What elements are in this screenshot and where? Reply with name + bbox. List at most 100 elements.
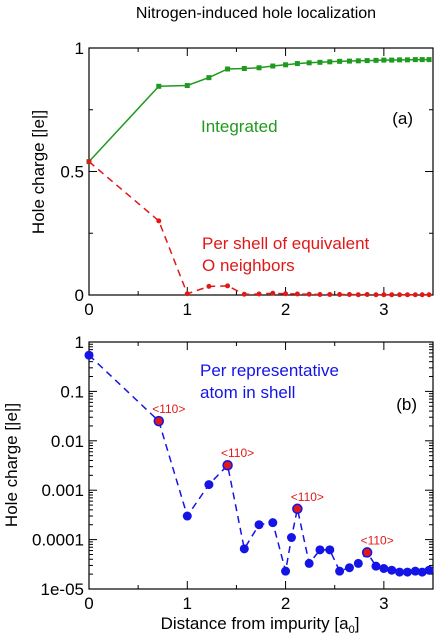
panel-b-series-0-point xyxy=(222,459,233,471)
panel-b-series-0-point xyxy=(387,565,397,575)
panel-b-x-tick-label: 0 xyxy=(84,594,93,613)
x-axis-label-close: ] xyxy=(355,614,360,633)
panel-a-series-0-line xyxy=(88,58,430,163)
panel-b-series-0-point xyxy=(353,558,363,568)
panel-a-series-1-point xyxy=(337,292,343,298)
panel-a-series-0-point xyxy=(364,58,370,64)
panel-a-series-0-point xyxy=(256,65,262,71)
figure-title: Nitrogen-induced hole localization xyxy=(136,5,376,22)
panel-a-x-tick-label: 3 xyxy=(379,300,388,319)
panel-b-series-0-point xyxy=(304,558,314,568)
legend-per-representative-line-1: Per representative xyxy=(200,361,339,380)
panel-b-x-tick-label: 2 xyxy=(281,594,290,613)
panel-a-series-0-point xyxy=(337,58,343,64)
panel-b-ylabel: Hole charge [|e|] xyxy=(2,403,21,527)
panel-a-series-1-point xyxy=(206,283,212,289)
x-axis-label-main: Distance from impurity [a xyxy=(161,614,350,633)
panel-a-series-0-point xyxy=(397,57,403,63)
panel-a-series-0-point xyxy=(225,66,231,72)
panel-a-series-1-point xyxy=(225,283,231,289)
legend-per-representative-line-2: atom in shell xyxy=(200,383,295,402)
panel-a-series-1-point xyxy=(397,292,403,298)
panel-b-series-0-point xyxy=(335,566,345,576)
panel-a-series-0-point xyxy=(156,83,162,89)
panel-b-y-tick-label: 1e-05 xyxy=(41,580,84,599)
panel-b-series-0-point xyxy=(361,547,373,558)
panel-b-series-0-point xyxy=(371,561,381,571)
panel-a-series-1-point xyxy=(355,292,361,298)
panel-a-series-1-point xyxy=(283,291,289,297)
panel-a-series xyxy=(86,57,432,298)
panel-a-series-1-point xyxy=(317,292,323,298)
panel-a-series-1-point xyxy=(346,292,352,298)
panel-b-x-tick-label: 1 xyxy=(183,594,192,613)
panel-b-series-0-point xyxy=(153,415,165,427)
panel-a-series-0-point xyxy=(184,83,190,89)
panel-b-series-0-point xyxy=(424,565,434,575)
panel-a-series-1-point xyxy=(306,291,312,297)
panel-b-series-0-point xyxy=(254,520,264,530)
panel-a-series-0-point xyxy=(306,60,312,66)
panel-a-ylabel: Hole charge [|e|] xyxy=(29,110,48,234)
panel-a-series-0-point xyxy=(412,57,418,63)
panel-b-series-0-point xyxy=(286,533,296,543)
panel-a-series-0-point xyxy=(355,58,361,64)
panel-a-series-1-point xyxy=(426,292,432,298)
panel-b-series-0-point xyxy=(292,503,303,515)
panel-b-series-0-point xyxy=(84,350,94,360)
panel-a-series-0-point xyxy=(283,62,289,68)
panel-b-series-0-point xyxy=(410,566,420,576)
panel-a-series-0-point xyxy=(404,57,410,63)
panel-b-series-0-point xyxy=(395,567,405,577)
panel-b-series-0-point xyxy=(182,511,192,521)
panel-a-series-0-point xyxy=(426,57,432,63)
panel-b-series-0-point xyxy=(281,566,291,576)
x-axis-label-subscript: 0 xyxy=(349,624,355,636)
panel-b-annotation-110: <110> xyxy=(152,402,185,416)
panel-b-y-tick-label: 0.0001 xyxy=(32,531,84,550)
panel-b-series xyxy=(84,350,434,577)
panel-a-series-0-point xyxy=(346,58,352,64)
legend-integrated-line-1: Integrated xyxy=(201,117,278,136)
panel-b-series-0-point xyxy=(402,567,412,577)
panel-a-series-1-point xyxy=(381,292,387,298)
panel-a-series-1-point xyxy=(327,292,333,298)
panel-a-series-0-point xyxy=(317,59,323,65)
panel-b-series-0-point xyxy=(239,544,249,554)
panel-b-x-tick-label: 3 xyxy=(379,594,388,613)
x-axis-label: Distance from impurity [a0] xyxy=(161,614,360,636)
legend-integrated: Integrated xyxy=(201,117,278,136)
panel-a-series-0-point xyxy=(327,59,333,65)
panel-a-series-0-point xyxy=(389,57,395,63)
panel-a-series-1-point xyxy=(419,292,425,298)
panel-a-x-tick-label: 2 xyxy=(281,300,290,319)
panel-a-label: (a) xyxy=(392,109,413,128)
panel-a-series-1-point xyxy=(389,292,395,298)
panel-b-annotation-110: <110> xyxy=(291,490,324,504)
panel-b-annotations: <110> <110> <110> <110> xyxy=(152,402,394,547)
panel-b-annotation-110: <110> xyxy=(221,446,254,460)
panel-a-series-1-point xyxy=(184,291,190,297)
panel-b-series-0-point xyxy=(379,564,389,574)
panel-b-series-0-point xyxy=(417,567,427,577)
panel-a-series-1-point xyxy=(404,292,410,298)
legend-per-shell-line-1: Per shell of equivalent xyxy=(202,234,370,253)
panel-a: 0 1 2 3 0 0.5 1 (a) Hole charge [|e|] Integrat… xyxy=(29,39,434,319)
panel-b-annotation-110: <110> xyxy=(361,533,394,547)
panel-b-frame xyxy=(88,341,434,590)
panel-a-series-0-point xyxy=(294,61,300,67)
panel-a-series-0-point xyxy=(270,63,276,69)
panel-b-series-0-point xyxy=(344,563,354,573)
panel-a-y-tick-label: 0.5 xyxy=(60,163,84,182)
panel-a-series-1-point xyxy=(156,218,162,224)
panel-a-series-0-point xyxy=(206,75,212,81)
panel-a-x-tick-label: 0 xyxy=(84,300,93,319)
panel-a-series-1-point xyxy=(294,291,300,297)
panel-b-series-0-line xyxy=(88,354,430,573)
panel-a-series-0-point xyxy=(419,57,425,63)
panel-b-y-tick-label: 1 xyxy=(75,333,84,352)
panel-a-series-1-point xyxy=(256,291,262,297)
panel-a-series-0-point xyxy=(373,57,379,63)
legend-per-shell: Per shell of equivalent O neighbors xyxy=(202,234,374,275)
